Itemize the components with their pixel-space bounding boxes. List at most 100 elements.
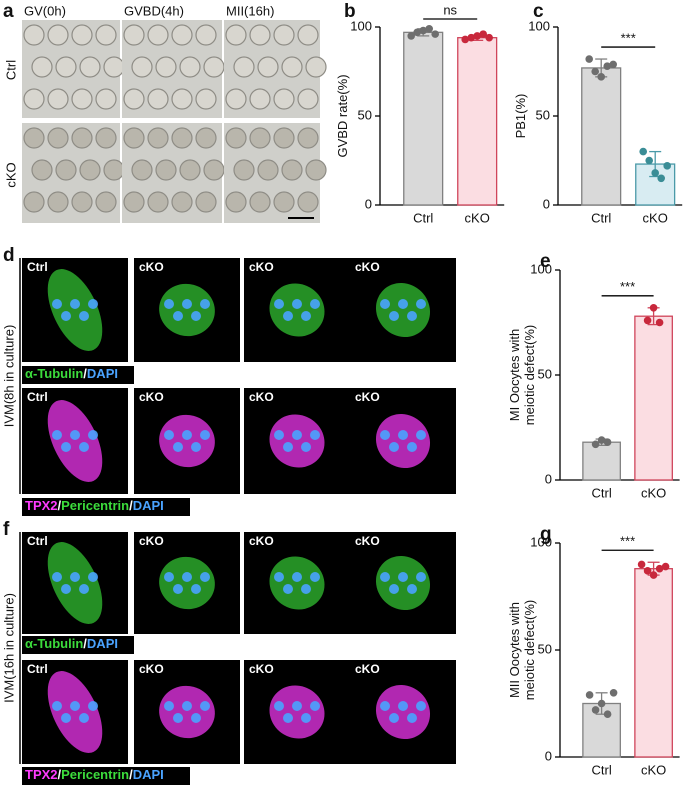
oocyte bbox=[179, 56, 201, 78]
x-tick-label: cKO bbox=[641, 485, 666, 500]
chromosome bbox=[301, 713, 311, 723]
image-label: cKO bbox=[139, 534, 164, 548]
image-label: cKO bbox=[139, 260, 164, 274]
image-label: cKO bbox=[139, 662, 164, 676]
oocyte bbox=[225, 24, 247, 46]
stain-part: α-Tubulin bbox=[25, 366, 83, 381]
y-axis-label-line: meiotic defect(%) bbox=[522, 600, 537, 700]
data-point bbox=[649, 571, 658, 579]
y-tick-label: 50 bbox=[538, 366, 552, 381]
row-label: cKO bbox=[3, 162, 18, 187]
chromosome bbox=[416, 701, 426, 711]
oocyte bbox=[131, 56, 153, 78]
image-label: cKO bbox=[355, 390, 380, 404]
data-point bbox=[603, 438, 612, 447]
chromosome bbox=[173, 311, 183, 321]
panel-letter: f bbox=[3, 519, 10, 540]
chromosome bbox=[70, 430, 80, 440]
oocyte bbox=[55, 56, 77, 78]
oocyte bbox=[95, 191, 117, 213]
chromosome bbox=[416, 572, 426, 582]
spindle bbox=[159, 556, 215, 610]
oocyte bbox=[257, 159, 279, 181]
oocyte bbox=[123, 88, 145, 110]
chromosome bbox=[389, 713, 399, 723]
chromosome bbox=[301, 584, 311, 594]
chromosome bbox=[310, 299, 320, 309]
chromosome bbox=[389, 311, 399, 321]
stain-part: TPX2 bbox=[25, 498, 58, 513]
oocyte bbox=[305, 159, 327, 181]
oocyte bbox=[297, 24, 319, 46]
chromosome bbox=[70, 572, 80, 582]
oocyte bbox=[31, 159, 53, 181]
stain-part: / bbox=[129, 498, 133, 513]
chromosome bbox=[407, 713, 417, 723]
image-label: Ctrl bbox=[27, 390, 48, 404]
x-tick-label: Ctrl bbox=[591, 210, 611, 225]
image-label: Ctrl bbox=[27, 662, 48, 676]
significance-label: *** bbox=[621, 30, 636, 45]
spindle bbox=[269, 685, 325, 739]
y-tick-label: 0 bbox=[365, 196, 372, 211]
oocyte bbox=[147, 88, 169, 110]
chromosome bbox=[70, 299, 80, 309]
oocyte bbox=[171, 127, 193, 149]
stain-label-bg bbox=[22, 767, 190, 785]
data-point bbox=[585, 691, 594, 699]
stain-label-bg bbox=[22, 636, 134, 654]
spindle bbox=[269, 283, 325, 337]
y-axis-label: PB1(%) bbox=[513, 94, 528, 139]
chromosome bbox=[274, 572, 284, 582]
stain-label-bg bbox=[22, 366, 134, 384]
data-point bbox=[643, 316, 652, 325]
chromosome bbox=[398, 299, 408, 309]
chromosome bbox=[274, 430, 284, 440]
data-point bbox=[461, 35, 470, 44]
chromosome bbox=[398, 430, 408, 440]
oocyte bbox=[47, 127, 69, 149]
chromosome bbox=[88, 299, 98, 309]
oocyte bbox=[95, 127, 117, 149]
oocyte bbox=[203, 56, 225, 78]
data-point bbox=[655, 564, 664, 573]
oocyte bbox=[195, 127, 217, 149]
data-point bbox=[603, 710, 612, 718]
chromosome bbox=[310, 701, 320, 711]
data-point bbox=[597, 699, 606, 708]
image-label: Ctrl bbox=[27, 260, 48, 274]
data-point bbox=[609, 60, 617, 69]
stain-label-bg bbox=[22, 498, 190, 516]
chromosome bbox=[310, 430, 320, 440]
column-label: MII(16h) bbox=[226, 3, 274, 18]
oocyte bbox=[23, 88, 45, 110]
x-tick-label: Ctrl bbox=[591, 485, 611, 500]
spindle bbox=[159, 414, 215, 468]
data-point bbox=[597, 436, 606, 444]
stain-label: α-Tubulin/DAPI bbox=[25, 366, 118, 381]
chromosome bbox=[52, 701, 62, 711]
oocyte bbox=[233, 56, 255, 78]
y-tick-label: 50 bbox=[536, 107, 550, 122]
oocyte bbox=[195, 24, 217, 46]
y-axis-label: MI Oocytes withmeiotic defect(%) bbox=[507, 325, 537, 425]
y-tick-label: 0 bbox=[545, 748, 552, 763]
oocyte bbox=[95, 24, 117, 46]
data-point bbox=[485, 33, 494, 42]
chromosome bbox=[52, 572, 62, 582]
y-tick-label: 100 bbox=[528, 18, 550, 33]
row-label: Ctrl bbox=[3, 60, 18, 80]
y-tick-label: 100 bbox=[530, 261, 552, 276]
chromosome bbox=[407, 311, 417, 321]
chromosome bbox=[292, 572, 302, 582]
spindle bbox=[159, 685, 215, 739]
stain-label: TPX2/Pericentrin/DAPI bbox=[25, 767, 164, 782]
chromosome bbox=[191, 713, 201, 723]
oocyte bbox=[71, 88, 93, 110]
oocyte bbox=[171, 191, 193, 213]
spindle bbox=[375, 555, 431, 611]
oocyte bbox=[23, 127, 45, 149]
x-tick-label: cKO bbox=[641, 762, 666, 777]
oocyte bbox=[273, 88, 295, 110]
chromosome bbox=[398, 572, 408, 582]
